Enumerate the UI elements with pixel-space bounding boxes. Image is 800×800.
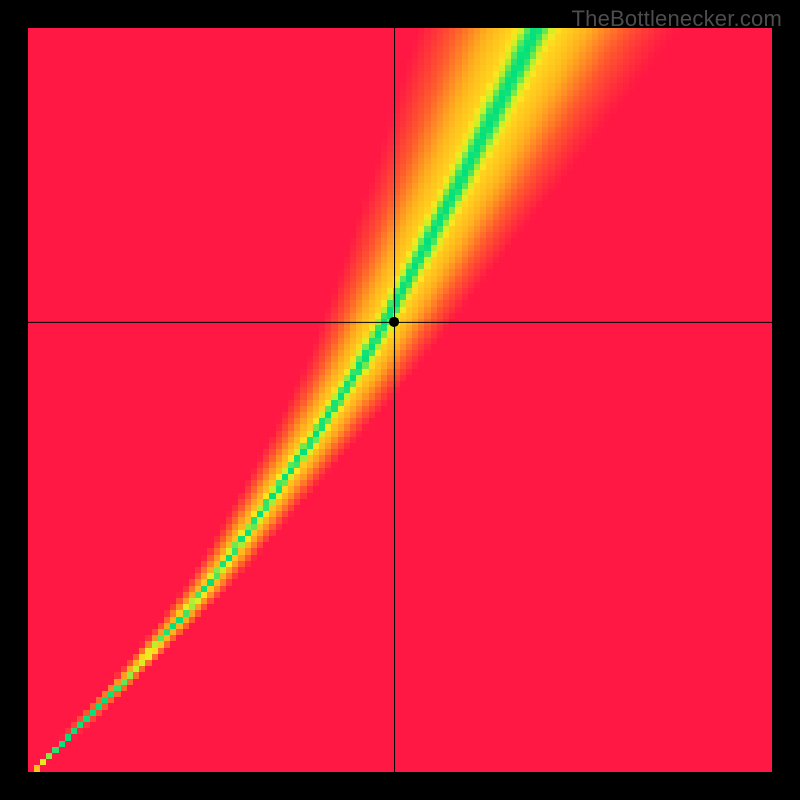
heatmap-canvas	[28, 28, 772, 772]
watermark-text: TheBottlenecker.com	[572, 6, 782, 32]
chart-frame: { "watermark": { "text": "TheBottlenecke…	[0, 0, 800, 800]
heatmap-plot	[28, 28, 772, 772]
